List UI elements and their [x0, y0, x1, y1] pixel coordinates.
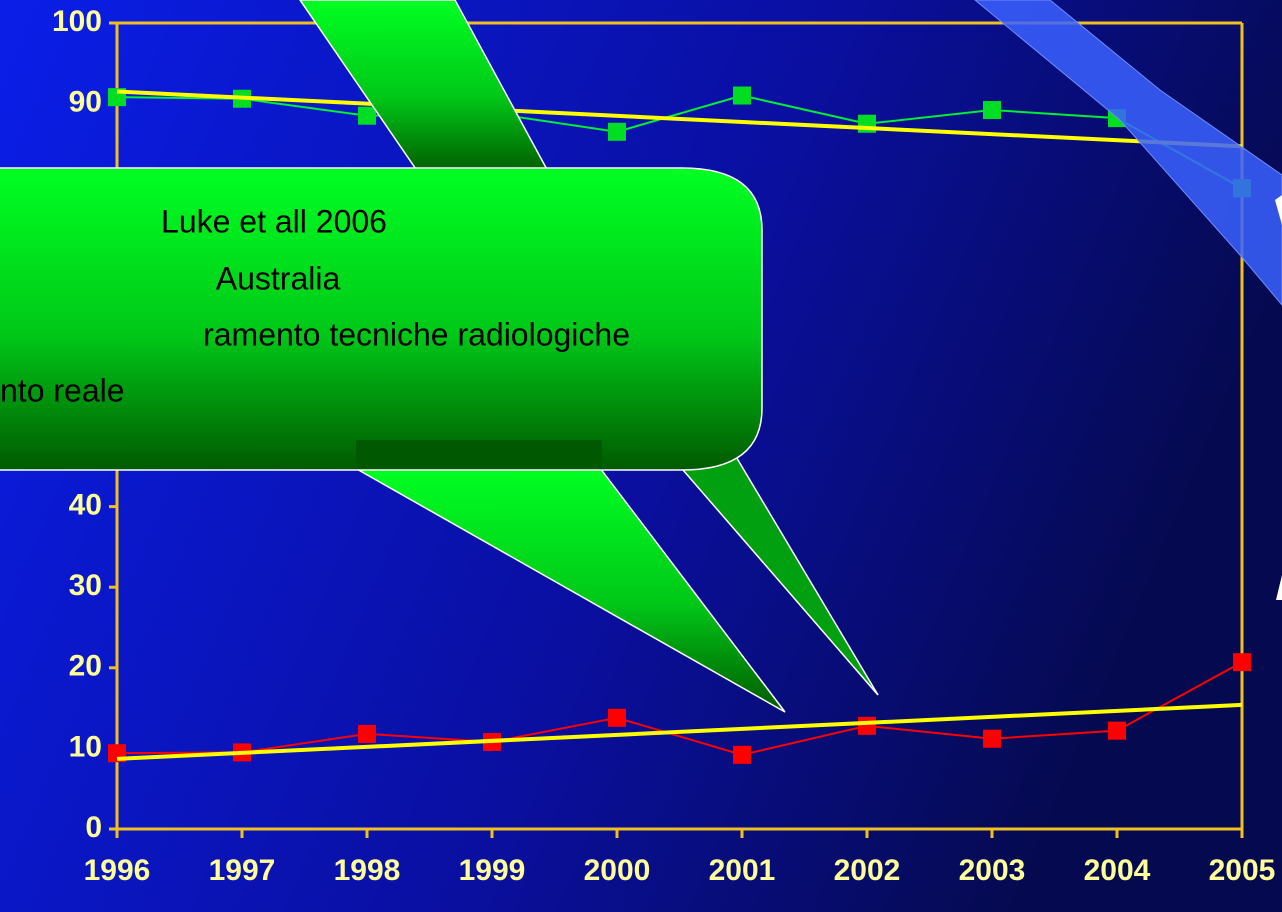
callout-box — [0, 167, 763, 471]
x-tick-label: 2005 — [1209, 854, 1276, 887]
series-line — [116, 661, 1243, 756]
x-tick-label: 1996 — [84, 854, 151, 887]
callout-text: Australia — [216, 260, 341, 296]
arrow-shape — [974, 0, 1282, 306]
data-point — [983, 101, 1001, 120]
data-point — [858, 716, 876, 735]
arrow-shape — [1275, 195, 1282, 225]
data-point — [733, 86, 751, 105]
data-point — [733, 745, 751, 764]
x-tick-label: 1999 — [459, 854, 526, 887]
callout: Luke et all 2006 Australia ramento tecni… — [0, 0, 879, 713]
callout-joint — [356, 440, 602, 468]
data-point — [1108, 721, 1126, 740]
series-line — [116, 94, 1243, 190]
y-tick-label: 10 — [69, 730, 102, 763]
x-tick-label: 2000 — [584, 854, 651, 887]
callout-text: Luke et all 2006 — [161, 203, 387, 239]
x-tick-label: 1997 — [209, 854, 276, 887]
y-tick-label: 40 — [69, 489, 102, 522]
callout-text: nto reale — [0, 372, 125, 408]
x-tick-label: 2004 — [1084, 854, 1151, 887]
data-point — [358, 724, 376, 743]
x-tick-label: 2003 — [959, 854, 1026, 887]
data-point — [358, 106, 376, 125]
callout-text: ramento tecniche radiologiche — [203, 316, 630, 352]
y-tick-label: 20 — [69, 650, 102, 683]
y-tick-label: 30 — [69, 569, 102, 602]
data-point — [608, 708, 626, 727]
x-tick-label: 2001 — [709, 854, 776, 887]
data-point — [983, 729, 1001, 748]
trend-line — [116, 702, 1243, 761]
x-tick-label: 1998 — [334, 854, 401, 887]
y-tick-label: 100 — [52, 5, 102, 38]
x-tick-label: 2002 — [834, 854, 901, 887]
data-point — [608, 122, 626, 141]
arrow-shape — [1276, 575, 1282, 600]
y-tick-label: 0 — [85, 811, 102, 844]
data-point — [1233, 653, 1251, 672]
y-tick-label: 90 — [69, 86, 102, 119]
trend-line — [116, 89, 1243, 149]
